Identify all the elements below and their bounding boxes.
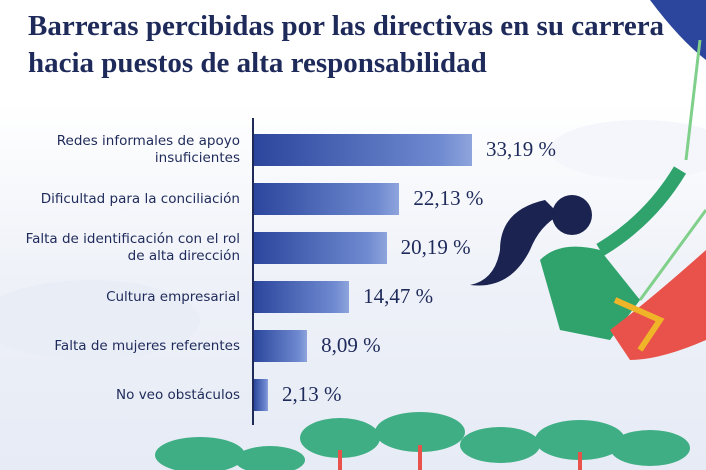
rope <box>638 209 706 301</box>
bar <box>254 183 400 215</box>
bar <box>254 379 268 411</box>
rope <box>684 39 702 161</box>
balloon <box>650 0 706 60</box>
value-label: 33,19 % <box>486 137 557 161</box>
category-label: Falta de mujeres referentes <box>54 337 240 354</box>
category-label: Falta de identificación con el rol de al… <box>25 231 240 264</box>
category-label: Cultura empresarial <box>106 288 240 305</box>
value-label: 20,19 % <box>400 235 471 259</box>
bar <box>254 134 473 166</box>
value-label: 14,47 % <box>363 284 434 308</box>
axis-line <box>252 118 254 425</box>
category-label: Dificultad para la conciliación <box>40 190 240 207</box>
category-label: No veo obstáculos <box>116 386 240 403</box>
cloud <box>0 280 200 360</box>
value-label: 2,13 % <box>281 382 342 406</box>
chart-title: Barreras percibidas por las directivas e… <box>28 10 665 79</box>
value-label: 8,09 % <box>321 333 381 357</box>
legs <box>610 250 706 360</box>
hair <box>470 200 560 286</box>
category-label: Redes informales de apoyo insuficientes <box>56 133 240 166</box>
head <box>552 195 592 235</box>
trunks <box>338 445 582 470</box>
bar <box>254 232 387 264</box>
bar <box>254 330 308 362</box>
arm <box>596 166 687 257</box>
body <box>540 246 640 340</box>
harness <box>613 297 665 352</box>
value-label: 22,13 % <box>413 186 484 210</box>
bar <box>254 281 350 313</box>
trees <box>155 412 690 470</box>
cloud <box>550 120 706 180</box>
